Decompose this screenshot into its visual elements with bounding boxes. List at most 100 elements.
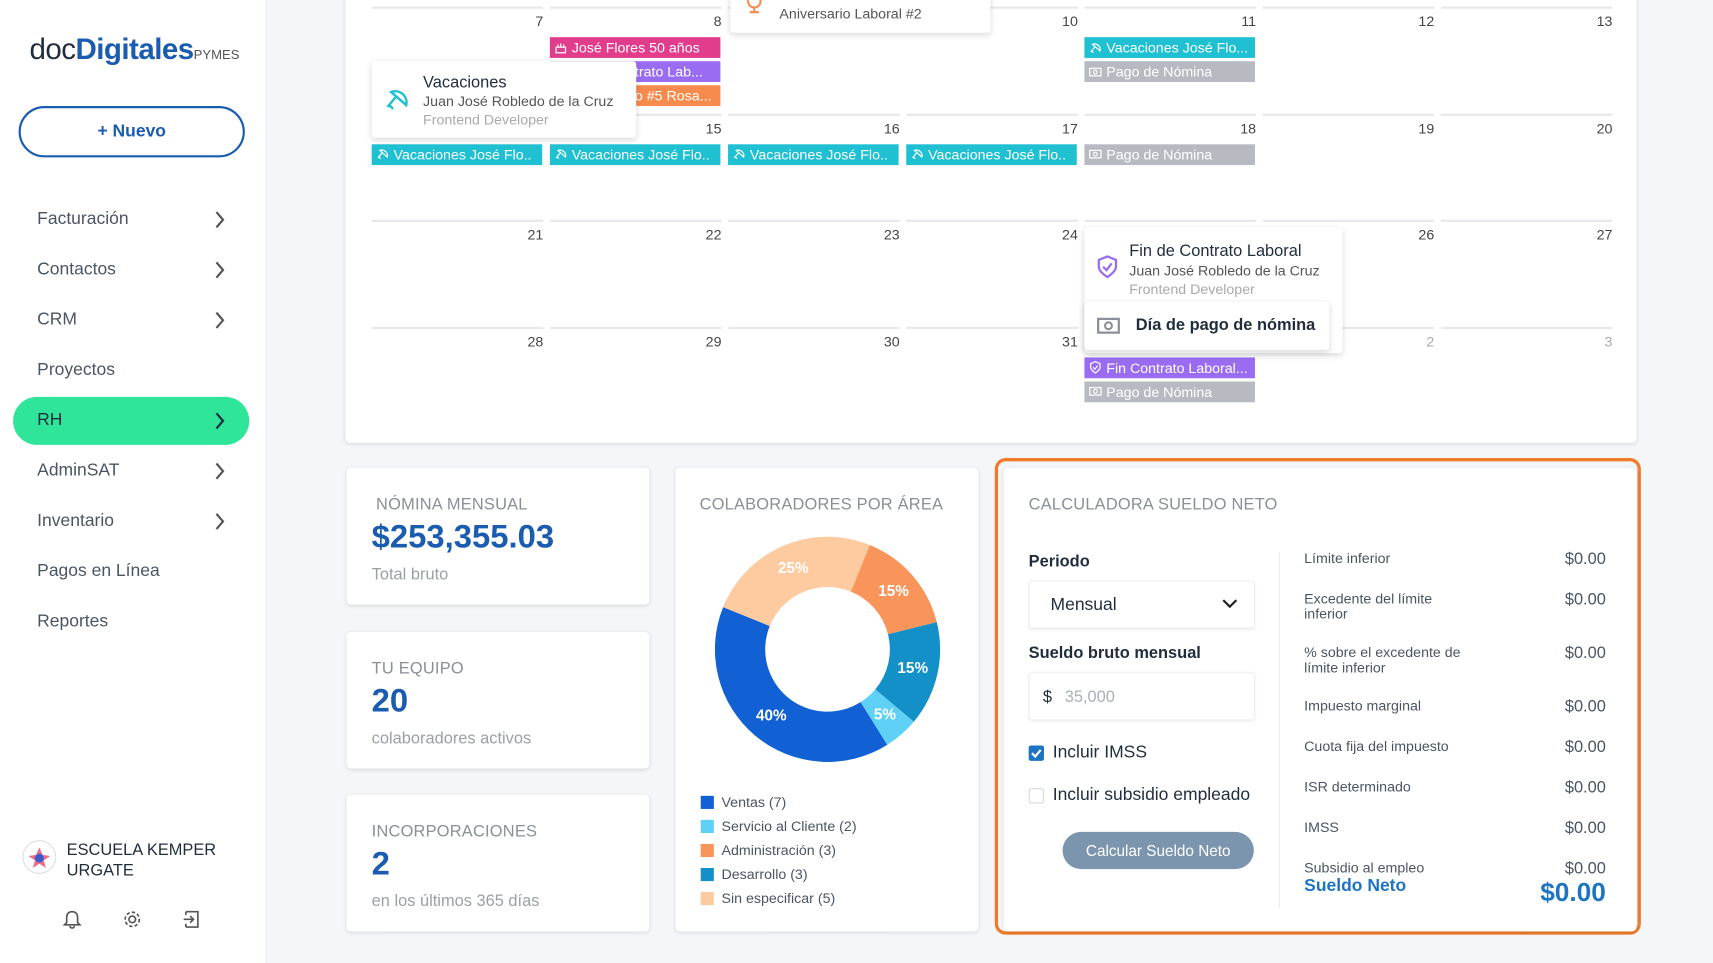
event-chip[interactable]: Vacaciones José Flo.. bbox=[549, 143, 721, 165]
day-cell: 16 Vacaciones José Flo.. bbox=[728, 113, 900, 203]
result-row: % sobre el excedente de límite inferior $… bbox=[1304, 644, 1606, 676]
result-value: $0.00 bbox=[1564, 778, 1606, 797]
event-chip[interactable]: Vacaciones José Flo.. bbox=[371, 143, 543, 165]
chevron bbox=[215, 412, 225, 430]
chevron bbox=[215, 261, 225, 279]
pie-slice bbox=[860, 689, 914, 745]
settings-icon[interactable] bbox=[122, 910, 142, 930]
day-number: 29 bbox=[705, 332, 722, 350]
logo-digitales: Digitales bbox=[75, 32, 194, 66]
nav-item[interactable]: RH bbox=[13, 396, 250, 445]
event-label: Vacaciones José Flo.. bbox=[749, 145, 888, 163]
event-popup[interactable]: Fin de Contrato Laboral Juan José Robledo… bbox=[1084, 227, 1343, 354]
pie-slice bbox=[875, 622, 941, 722]
event-chip[interactable]: Vacaciones José Flo.. bbox=[728, 143, 899, 165]
popup-title: Vacaciones bbox=[423, 73, 507, 92]
period-select[interactable]: Mensual bbox=[1028, 580, 1255, 629]
popup-title: Fin de Contrato Laboral bbox=[1129, 241, 1302, 261]
salary-input[interactable]: $ 35,000 bbox=[1028, 672, 1255, 721]
result-value: $0.00 bbox=[1564, 549, 1606, 569]
nav-item[interactable]: Contactos bbox=[13, 246, 249, 294]
day-number: 21 bbox=[527, 226, 544, 243]
logo-doc: doc bbox=[29, 32, 77, 66]
chevron bbox=[215, 211, 225, 229]
stat-card: TU EQUIPO 20 colaboradores activos bbox=[346, 631, 650, 768]
stat-title: INCORPORACIONES bbox=[371, 822, 538, 841]
day-cell: 3 bbox=[1440, 326, 1613, 416]
day-number: 22 bbox=[705, 226, 722, 243]
nav-item[interactable]: Proyectos bbox=[13, 347, 249, 395]
event-chip[interactable]: Vacaciones José Flo... bbox=[1084, 37, 1255, 58]
day-cell: 2 bbox=[1262, 326, 1435, 416]
day-number: 15 bbox=[705, 119, 722, 137]
day-number: 7 bbox=[535, 13, 544, 30]
notifications-icon[interactable] bbox=[62, 910, 82, 930]
day-cell: 11 Vacaciones José Flo... Pago de Nómina bbox=[1084, 6, 1257, 97]
result-value: $0.00 bbox=[1564, 697, 1606, 717]
logo[interactable]: docDigitalesPYMES bbox=[30, 33, 240, 67]
day-cell: 17 Vacaciones José Flo.. bbox=[906, 113, 1078, 203]
event-label: Vacaciones José Flo.. bbox=[928, 145, 1067, 163]
period-label: Periodo bbox=[1028, 552, 1090, 571]
result-label: Subsidio al empleo bbox=[1304, 859, 1425, 876]
event-chip[interactable]: Pago de Nómina bbox=[1084, 143, 1255, 165]
net-label: Sueldo Neto bbox=[1304, 876, 1407, 896]
day-cell: 18 Pago de Nómina bbox=[1084, 113, 1257, 203]
result-label: ISR determinado bbox=[1304, 778, 1411, 795]
pie-slice bbox=[850, 544, 937, 635]
nav-item[interactable]: AdminSAT bbox=[13, 447, 249, 495]
nav-item[interactable]: Facturación bbox=[13, 196, 249, 244]
event-chip[interactable]: Pago de Nómina bbox=[1084, 61, 1255, 82]
legend-label: Servicio al Cliente (2) bbox=[721, 817, 857, 835]
legend-item: Servicio al Cliente (2) bbox=[700, 817, 857, 835]
event-label: José Flores 50 años bbox=[571, 39, 700, 56]
day-cell: Fin Contrato Laboral... Pago de Nómina bbox=[1084, 326, 1257, 416]
logo-pymes: PYMES bbox=[193, 47, 240, 63]
user-name[interactable]: ESCUELA KEMPER URGATE bbox=[66, 840, 217, 881]
day-cell: 13 bbox=[1440, 6, 1613, 97]
slice-label: 15% bbox=[878, 583, 909, 600]
nav-item[interactable]: Inventario bbox=[13, 497, 249, 545]
day-cell: 30 bbox=[728, 326, 900, 416]
event-chip[interactable]: Vacaciones José Flo.. bbox=[906, 143, 1077, 165]
day-number: 16 bbox=[883, 119, 900, 137]
popup-icon bbox=[384, 86, 410, 118]
day-number: 17 bbox=[1062, 119, 1078, 137]
user-avatar bbox=[22, 840, 57, 874]
day-number: 20 bbox=[1596, 119, 1613, 137]
day-number: 26 bbox=[1418, 226, 1435, 243]
event-popup[interactable]: Andrea LoeraAniversario Laboral #2 bbox=[730, 0, 991, 33]
new-button[interactable]: + Nuevo bbox=[18, 106, 245, 158]
event-label: Vacaciones José Flo.. bbox=[571, 145, 710, 163]
checkbox-row[interactable]: Incluir IMSS bbox=[1028, 743, 1147, 763]
slice-label: 25% bbox=[778, 560, 809, 577]
day-number: 8 bbox=[713, 13, 722, 30]
stat-value: 20 bbox=[371, 682, 409, 719]
event-chip[interactable]: José Flores 50 años bbox=[549, 37, 721, 58]
day-number: 27 bbox=[1596, 226, 1613, 243]
checkbox[interactable] bbox=[1028, 788, 1044, 804]
checkbox[interactable] bbox=[1028, 745, 1044, 761]
day-cell: 22 bbox=[549, 219, 722, 310]
legend-swatch bbox=[700, 891, 714, 905]
event-chip[interactable]: Pago de Nómina bbox=[1084, 380, 1255, 402]
event-chip[interactable]: Fin Contrato Laboral... bbox=[1084, 356, 1255, 378]
event-label: Fin Contrato Laboral... bbox=[1106, 359, 1248, 376]
legend-label: Ventas (7) bbox=[721, 793, 787, 811]
event-popup[interactable]: Vacaciones Juan José Robledo de la Cruz Fr… bbox=[371, 61, 637, 138]
checkbox-row[interactable]: Incluir subsidio empleado bbox=[1028, 786, 1250, 806]
net-value: $0.00 bbox=[1540, 877, 1606, 908]
nav-label: CRM bbox=[37, 310, 78, 330]
result-label: Límite inferior bbox=[1304, 549, 1391, 567]
slice-label: 15% bbox=[897, 660, 928, 677]
calculate-button[interactable]: Calcular Sueldo Neto bbox=[1062, 831, 1254, 870]
nav-item[interactable]: Reportes bbox=[13, 598, 249, 646]
nav-label: RH bbox=[37, 411, 63, 430]
popup-item[interactable]: Día de pago de nómina bbox=[1084, 301, 1330, 350]
nav-item[interactable]: Pagos en Línea bbox=[13, 548, 249, 596]
logout-icon[interactable] bbox=[183, 910, 203, 930]
nav-item[interactable]: CRM bbox=[13, 296, 249, 344]
event-label: Vacaciones José Flo... bbox=[1106, 39, 1249, 56]
day-number: 3 bbox=[1604, 332, 1613, 350]
popup-icon bbox=[743, 0, 765, 21]
